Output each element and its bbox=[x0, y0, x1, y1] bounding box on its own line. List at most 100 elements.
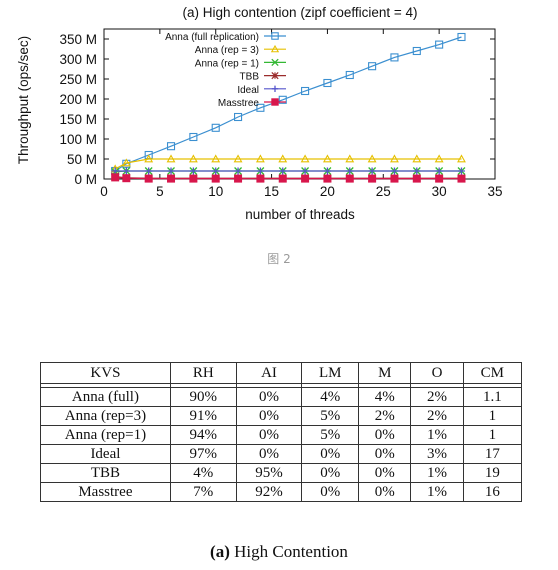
data-point bbox=[390, 53, 399, 62]
column-header-m: M bbox=[358, 362, 412, 384]
data-point bbox=[256, 103, 265, 112]
data-point bbox=[434, 154, 444, 163]
data-point bbox=[412, 46, 421, 56]
column-header-rh: RH bbox=[169, 362, 237, 384]
table-cell-cm: 17 bbox=[462, 444, 523, 464]
table-cell-cm: 19 bbox=[462, 463, 523, 483]
table-row: TBB 4% 95% 0% 0% 1% 19 bbox=[40, 463, 523, 483]
table-cell-rh: 90% bbox=[169, 387, 237, 407]
results-table: KVS RH AI LM M O CM Anna (full) 90% 0% 4% 4% 2% 1.1 A… bbox=[40, 362, 523, 502]
table-header-row: KVS RH AI LM M O CM bbox=[40, 362, 523, 384]
data-point bbox=[301, 167, 309, 175]
data-point bbox=[435, 167, 443, 175]
table-cell-ai: 0% bbox=[235, 425, 303, 445]
data-point bbox=[323, 174, 332, 183]
data-point bbox=[189, 174, 198, 183]
data-point bbox=[166, 142, 176, 151]
table-cell-kvs: Ideal bbox=[40, 444, 171, 464]
table-cell-ai: 0% bbox=[235, 387, 303, 407]
data-point bbox=[301, 86, 310, 96]
x-tick-label: 0 bbox=[100, 184, 108, 199]
y-tick-label: 300 M bbox=[59, 52, 97, 67]
data-point bbox=[368, 174, 377, 183]
separator-cell bbox=[462, 383, 523, 388]
table-cell-rh: 91% bbox=[169, 406, 237, 426]
table-cell-ai: 92% bbox=[235, 482, 303, 502]
table-cell-lm: 0% bbox=[301, 463, 360, 483]
data-point bbox=[279, 167, 287, 175]
series-line bbox=[114, 36, 462, 172]
x-tick-label: 15 bbox=[264, 184, 279, 199]
legend-label: TBB bbox=[240, 72, 260, 83]
table-caption: (a) High Contention bbox=[0, 542, 558, 562]
data-point bbox=[271, 98, 279, 106]
data-point bbox=[435, 40, 444, 49]
data-point bbox=[346, 167, 354, 175]
data-point bbox=[278, 154, 288, 163]
table-cell-lm: 4% bbox=[301, 387, 360, 407]
legend-entry: Anna (full replication) bbox=[165, 32, 286, 43]
table-cell-o: 1% bbox=[410, 463, 464, 483]
data-point bbox=[368, 62, 377, 71]
data-point bbox=[212, 167, 220, 175]
table-cell-o: 1% bbox=[410, 482, 464, 502]
separator-cell bbox=[235, 383, 303, 388]
data-point bbox=[367, 154, 377, 163]
legend-entry: TBB bbox=[240, 72, 286, 83]
x-tick-label: 35 bbox=[487, 184, 502, 199]
table-cell-lm: 0% bbox=[301, 444, 360, 464]
y-tick-label: 250 M bbox=[59, 72, 97, 87]
chart-title: (a) High contention (zipf coefficient = … bbox=[183, 5, 418, 20]
series-tbb bbox=[111, 172, 466, 183]
table-cell-rh: 7% bbox=[169, 482, 237, 502]
data-point bbox=[189, 132, 198, 142]
column-header-kvs: KVS bbox=[40, 362, 171, 384]
data-point bbox=[457, 167, 465, 175]
table-caption-label: (a) bbox=[210, 542, 230, 561]
legend-label: Anna (rep = 3) bbox=[195, 45, 259, 56]
plot-frame bbox=[103, 28, 496, 180]
data-point bbox=[390, 174, 399, 183]
x-tick-label: 30 bbox=[432, 184, 447, 199]
data-point bbox=[457, 32, 466, 42]
data-point bbox=[234, 174, 243, 183]
data-point bbox=[188, 154, 198, 163]
data-point bbox=[271, 58, 279, 67]
table-cell-ai: 95% bbox=[235, 463, 303, 483]
table-cell-cm: 16 bbox=[462, 482, 523, 502]
y-axis-ticks: 0 M 50 M 100 M 150 M 200 M 250 M 300 M 350 M bbox=[59, 32, 495, 187]
table-cell-m: 4% bbox=[358, 387, 412, 407]
data-point bbox=[122, 174, 131, 183]
column-header-ai: AI bbox=[235, 362, 303, 384]
series-line bbox=[114, 158, 462, 170]
legend-entry: Anna (rep = 1) bbox=[195, 58, 286, 69]
table-cell-lm: 5% bbox=[301, 425, 360, 445]
data-point bbox=[322, 154, 332, 163]
table-cell-lm: 0% bbox=[301, 482, 360, 502]
table-cell-m: 0% bbox=[358, 463, 412, 483]
data-point bbox=[233, 154, 243, 163]
data-point bbox=[271, 71, 279, 80]
y-tick-label: 50 M bbox=[67, 152, 97, 167]
y-tick-label: 0 M bbox=[74, 172, 97, 187]
table-cell-o: 2% bbox=[410, 406, 464, 426]
legend-label: Masstree bbox=[218, 98, 260, 109]
data-point bbox=[166, 154, 176, 163]
table-row: Anna (rep=3) 91% 0% 5% 2% 2% 1 bbox=[40, 406, 523, 426]
x-tick-label: 25 bbox=[376, 184, 391, 199]
results-table-container: KVS RH AI LM M O CM Anna (full) 90% 0% 4% 4% 2% 1.1 A… bbox=[40, 362, 523, 502]
data-point bbox=[435, 174, 444, 183]
series-anna-full-replication bbox=[111, 32, 466, 176]
x-tick-label: 10 bbox=[208, 184, 223, 199]
column-header-lm: LM bbox=[301, 362, 360, 384]
data-point bbox=[121, 158, 131, 167]
column-header-cm: CM bbox=[462, 362, 523, 384]
data-point bbox=[300, 154, 310, 163]
separator-cell bbox=[40, 383, 171, 388]
table-cell-m: 0% bbox=[358, 425, 412, 445]
table-cell-o: 1% bbox=[410, 425, 464, 445]
legend-label: Anna (full replication) bbox=[165, 32, 259, 43]
y-tick-label: 100 M bbox=[59, 132, 97, 147]
data-point bbox=[412, 174, 421, 183]
data-point bbox=[270, 44, 280, 53]
